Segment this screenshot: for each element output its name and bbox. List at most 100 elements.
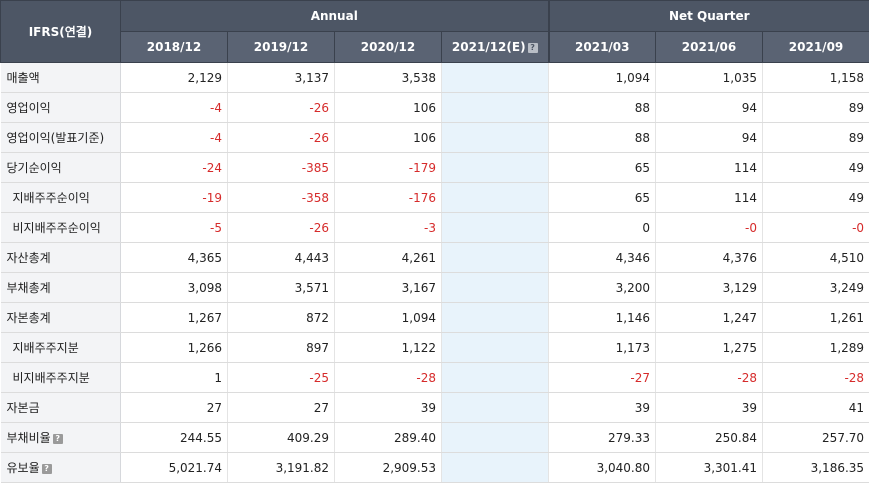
- value-cell: 3,098: [120, 272, 228, 303]
- column-header-quarter: 2021/09: [762, 31, 869, 63]
- row-label-text: 부채비율: [6, 431, 51, 445]
- estimate-cell: [441, 62, 550, 93]
- value-cell: 3,167: [334, 272, 442, 303]
- help-icon[interactable]: ?: [52, 434, 63, 444]
- help-icon[interactable]: ?: [527, 43, 538, 53]
- value-cell: -19: [120, 182, 228, 213]
- value-cell: -27: [548, 362, 657, 393]
- row-label-text: 비지배주주지분: [12, 371, 90, 385]
- value-cell: 1,035: [655, 62, 764, 93]
- value-cell: 88: [548, 92, 657, 123]
- value-cell: 41: [762, 392, 869, 423]
- value-cell: -4: [120, 92, 228, 123]
- value-cell: -26: [227, 92, 335, 123]
- value-cell: 250.84: [655, 422, 764, 453]
- value-cell: 3,301.41: [655, 452, 764, 483]
- value-cell: 5,021.74: [120, 452, 228, 483]
- help-icon[interactable]: ?: [41, 464, 52, 474]
- value-cell: 106: [334, 122, 442, 153]
- row-label: 부채총계: [0, 272, 121, 303]
- table-row: 매출액 2,129 3,137 3,538 1,094 1,035 1,158: [0, 62, 869, 93]
- row-label: 자산총계: [0, 242, 121, 273]
- value-cell: -26: [227, 122, 335, 153]
- value-cell: -28: [334, 362, 442, 393]
- column-header-annual: 2019/12: [227, 31, 335, 63]
- estimate-cell: [441, 452, 550, 483]
- row-label: 비지배주주순이익: [0, 212, 121, 243]
- estimate-cell: [441, 302, 550, 333]
- value-cell: 39: [655, 392, 764, 423]
- row-label: 당기순이익: [0, 152, 121, 183]
- value-cell: 49: [762, 152, 869, 183]
- value-cell: 1,094: [548, 62, 657, 93]
- value-cell: 39: [548, 392, 657, 423]
- value-cell: 0: [548, 212, 657, 243]
- row-label-text: 자본총계: [6, 311, 51, 325]
- estimate-cell: [441, 422, 550, 453]
- value-cell: 1,266: [120, 332, 228, 363]
- value-cell: 3,571: [227, 272, 335, 303]
- value-cell: 1,267: [120, 302, 228, 333]
- value-cell: 409.29: [227, 422, 335, 453]
- value-cell: 89: [762, 92, 869, 123]
- table-row: 비지배주주지분 1 -25 -28 -27 -28 -28: [0, 362, 869, 393]
- value-cell: 1,122: [334, 332, 442, 363]
- value-cell: 1,247: [655, 302, 764, 333]
- value-cell: 4,346: [548, 242, 657, 273]
- row-label-text: 영업이익: [6, 101, 51, 115]
- row-label: 부채비율?: [0, 422, 121, 453]
- row-label-text: 매출액: [6, 71, 40, 85]
- value-cell: -176: [334, 182, 442, 213]
- value-cell: 3,186.35: [762, 452, 869, 483]
- value-cell: -0: [655, 212, 764, 243]
- row-label: 영업이익(발표기준): [0, 122, 121, 153]
- value-cell: 89: [762, 122, 869, 153]
- table-row: 유보율? 5,021.74 3,191.82 2,909.53 3,040.80 3,30…: [0, 452, 869, 483]
- value-cell: -179: [334, 152, 442, 183]
- table-row: 부채비율? 244.55 409.29 289.40 279.33 250.84 257.7…: [0, 422, 869, 453]
- quarter-group-header: Net Quarter: [548, 0, 869, 32]
- value-cell: -26: [227, 212, 335, 243]
- value-cell: 4,376: [655, 242, 764, 273]
- table-row: 지배주주순이익 -19 -358 -176 65 114 49: [0, 182, 869, 213]
- row-label-text: 자본금: [6, 401, 40, 415]
- estimate-cell: [441, 272, 550, 303]
- row-label-text: 지배주주지분: [12, 341, 79, 355]
- estimate-cell: [441, 362, 550, 393]
- value-cell: -25: [227, 362, 335, 393]
- value-cell: 88: [548, 122, 657, 153]
- value-cell: 65: [548, 182, 657, 213]
- value-cell: 1,173: [548, 332, 657, 363]
- value-cell: 1,146: [548, 302, 657, 333]
- row-label: 지배주주지분: [0, 332, 121, 363]
- column-header-annual: 2020/12: [334, 31, 442, 63]
- estimate-cell: [441, 182, 550, 213]
- row-label: 영업이익: [0, 92, 121, 123]
- value-cell: 257.70: [762, 422, 869, 453]
- column-header-quarter: 2021/03: [548, 31, 657, 63]
- value-cell: 3,040.80: [548, 452, 657, 483]
- value-cell: 3,200: [548, 272, 657, 303]
- table-row: 지배주주지분 1,266 897 1,122 1,173 1,275 1,289: [0, 332, 869, 363]
- value-cell: 3,137: [227, 62, 335, 93]
- table-row: 자본금 27 27 39 39 39 41: [0, 392, 869, 423]
- value-cell: 4,510: [762, 242, 869, 273]
- table-row: 당기순이익 -24 -385 -179 65 114 49: [0, 152, 869, 183]
- value-cell: 65: [548, 152, 657, 183]
- value-cell: 4,261: [334, 242, 442, 273]
- column-header-annual-estimate: 2021/12(E)?: [440, 31, 550, 63]
- row-label: 자본총계: [0, 302, 121, 333]
- value-cell: 897: [227, 332, 335, 363]
- row-label-text: 비지배주주순이익: [12, 221, 101, 235]
- value-cell: 1,094: [334, 302, 442, 333]
- estimate-cell: [441, 242, 550, 273]
- value-cell: 4,443: [227, 242, 335, 273]
- value-cell: 1: [120, 362, 228, 393]
- value-cell: 2,129: [120, 62, 228, 93]
- value-cell: -0: [762, 212, 869, 243]
- value-cell: 114: [655, 182, 764, 213]
- estimate-cell: [441, 122, 550, 153]
- value-cell: 49: [762, 182, 869, 213]
- value-cell: -28: [762, 362, 869, 393]
- estimate-cell: [441, 392, 550, 423]
